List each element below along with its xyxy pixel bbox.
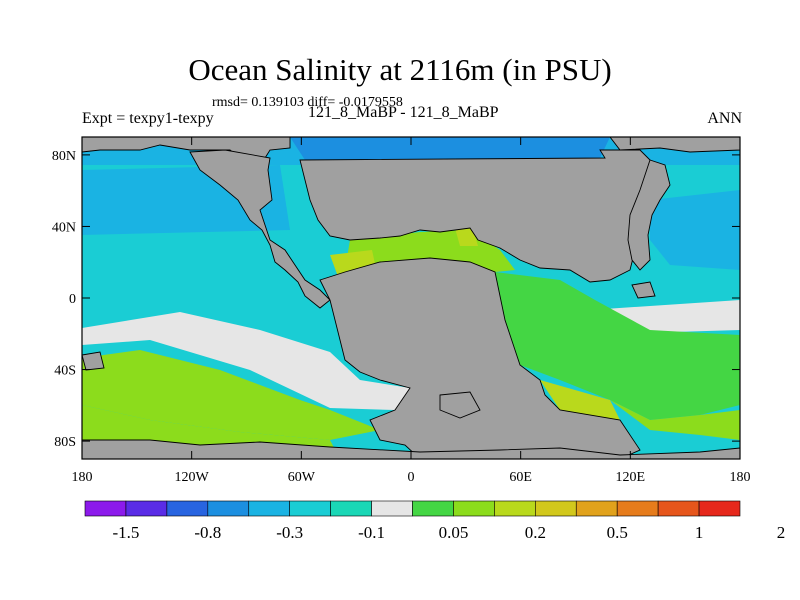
lon-tick-label: 180 [730,470,751,485]
colorbar-swatch [657,500,700,517]
colorbar-label: -0.3 [276,523,303,542]
colorbar-swatch [575,500,618,517]
lat-tick-label: 80N [52,149,76,164]
lat-tick-label: 0 [69,292,76,307]
colorbar-swatch [248,500,290,517]
colorbar-label: 1 [695,523,704,542]
cases-label: 121_8_MaBP - 121_8_MaBP [308,104,499,121]
colorbar-label: -1.5 [112,523,139,542]
longitude-axis: 180 120W 60W 0 60E 120E 180 [72,137,751,485]
colorbar-swatch [698,500,741,517]
lon-tick-label: 180 [72,470,93,485]
colorbar-swatch [330,500,372,517]
map-title: Ocean Salinity at 2116m (in PSU) [188,52,612,87]
lat-tick-label: 80S [54,435,76,450]
season-label: ANN [707,110,742,127]
lon-tick-label: 120E [616,470,646,485]
colorbar-label: 0.05 [439,523,469,542]
lat-tick-label: 40S [54,364,76,379]
colorbar-swatch [494,500,536,517]
colorbar-swatch [125,500,168,517]
colorbar-swatch [412,500,454,517]
colorbar-swatch [616,500,659,517]
lon-tick-label: 60W [288,470,316,485]
lat-tick-label: 40N [52,220,76,235]
land-masses [82,137,740,459]
colorbar-swatch [207,500,250,517]
colorbar-label: 0.5 [607,523,628,542]
colorbar-label: -0.8 [194,523,221,542]
colorbar-swatch [289,500,331,517]
colorbar-swatch [166,500,209,517]
lon-tick-label: 120W [175,470,210,485]
colorbar-label: 2 [777,523,786,542]
colorbar-swatch [453,500,495,517]
latitude-axis: 80N 40N 0 40S 80S [52,149,740,450]
stats-line: rmsd= 0.139103 diff= -0.0179558 [212,95,403,110]
colorbar-swatch [84,500,127,517]
lon-tick-label: 0 [408,470,415,485]
colorbar-label: 0.2 [525,523,546,542]
colorbar: -1.5 -0.8 -0.3 -0.1 0.05 0.2 0.5 1 2 [84,500,786,542]
colorbar-swatch [371,500,413,517]
experiment-label: Expt = texpy1-texpy [82,110,214,127]
colorbar-label: -0.1 [358,523,385,542]
lon-tick-label: 60E [509,470,532,485]
colorbar-swatch [535,500,577,517]
